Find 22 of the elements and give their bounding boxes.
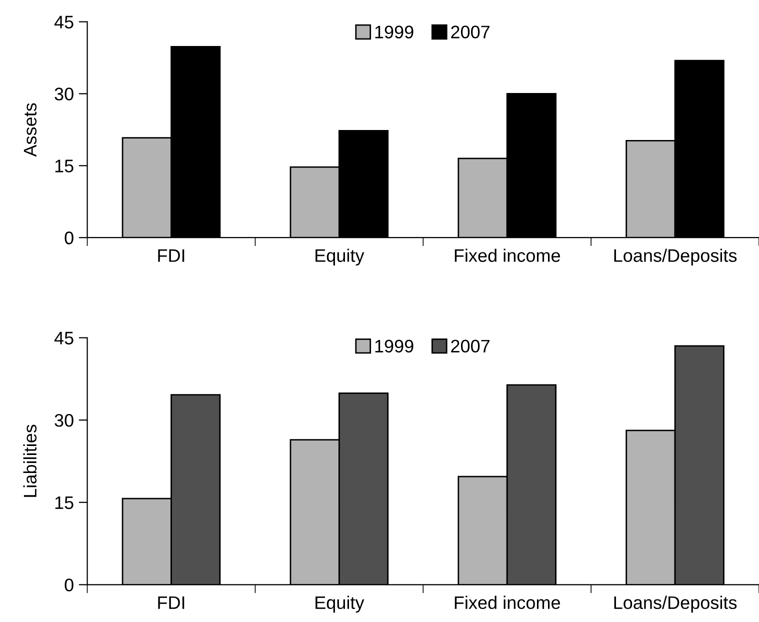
legend-label: 2007 — [451, 26, 490, 38]
legend-label: 2007 — [451, 340, 490, 353]
y-tick-label: 0 — [64, 578, 74, 592]
y-tick-label: 30 — [54, 414, 74, 427]
x-tick-label: FDI — [158, 249, 184, 262]
y-tick-label: 30 — [54, 88, 74, 100]
y-axis-title: Liabilities — [23, 424, 37, 497]
x-tick-label: FDI — [158, 596, 184, 609]
y-tick-label: 0 — [64, 232, 74, 244]
x-tick-label: Equity — [316, 596, 364, 613]
y-tick-label: 45 — [54, 16, 74, 28]
x-tick-label: Loans/Deposits — [614, 596, 737, 613]
y-tick-label: 15 — [55, 160, 74, 172]
y-axis-title: Assets — [24, 103, 37, 157]
x-tick-label: Fixed income — [454, 596, 560, 610]
y-tick-label: 15 — [55, 496, 74, 510]
x-tick-label: Fixed income — [454, 248, 560, 262]
x-tick-label: Equity — [316, 248, 364, 266]
y-tick-label: 45 — [54, 332, 74, 344]
x-tick-label: Loans/Deposits — [614, 248, 737, 266]
legend-label: 1999 — [375, 26, 414, 38]
legend-label: 1999 — [375, 340, 414, 353]
